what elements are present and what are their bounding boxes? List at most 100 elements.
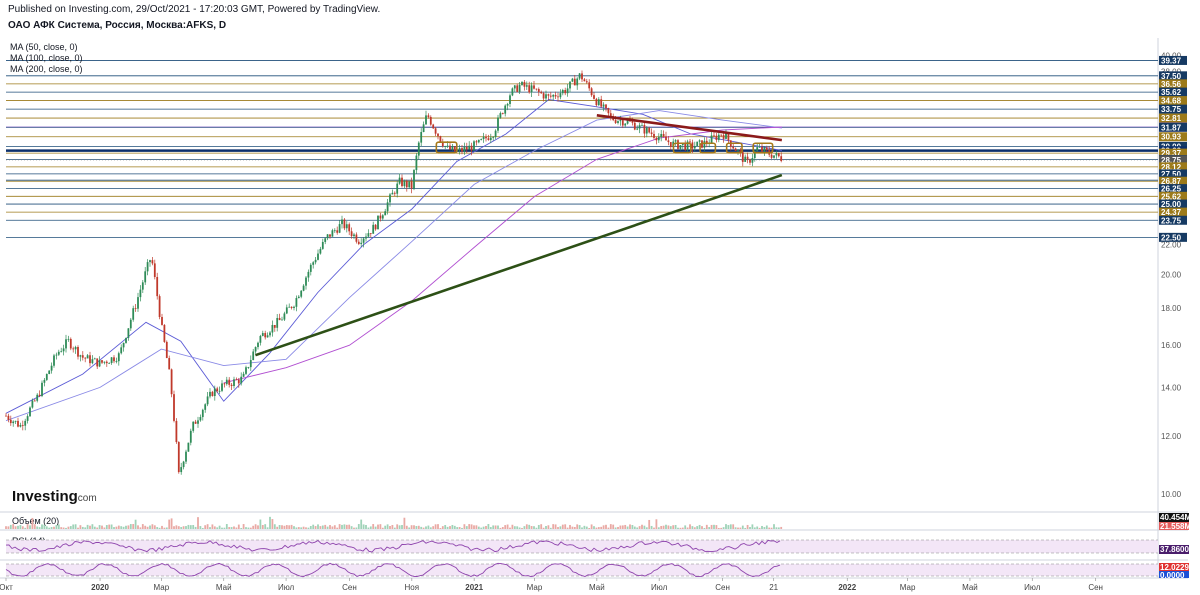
candle-body bbox=[763, 147, 766, 152]
volume-bar bbox=[427, 525, 430, 529]
candle-body bbox=[254, 347, 257, 352]
ma200-line bbox=[223, 126, 782, 384]
level-badge bbox=[1159, 176, 1187, 186]
volume-bar bbox=[545, 526, 547, 529]
volume-bar bbox=[410, 525, 413, 529]
candle-body bbox=[504, 105, 507, 114]
candle-body bbox=[125, 337, 127, 343]
volume-bar bbox=[468, 524, 471, 529]
candle-body bbox=[333, 230, 336, 232]
volume-ma-badge bbox=[1159, 522, 1189, 530]
candle-body bbox=[573, 78, 576, 86]
volume-bar bbox=[624, 524, 627, 529]
candle-body bbox=[271, 324, 274, 333]
volume-bar bbox=[768, 527, 771, 529]
level-badge bbox=[1159, 169, 1187, 179]
candle-body bbox=[192, 421, 195, 431]
candle-body bbox=[321, 241, 324, 249]
volume-bar bbox=[151, 524, 154, 529]
volume-bar bbox=[621, 525, 624, 529]
level-badge bbox=[1159, 155, 1187, 165]
candle-body bbox=[74, 346, 77, 350]
candle-body bbox=[749, 159, 751, 163]
rsi-band bbox=[6, 540, 1158, 553]
volume-bar bbox=[245, 527, 247, 529]
candle-body bbox=[161, 316, 163, 325]
volume-bar bbox=[727, 525, 730, 529]
candle-body bbox=[353, 234, 355, 237]
x-tick-label: 21 bbox=[769, 583, 778, 592]
volume-bar bbox=[105, 525, 108, 529]
volume-bar bbox=[9, 524, 12, 529]
volume-bar bbox=[528, 524, 531, 529]
candle-body bbox=[775, 153, 778, 156]
y-tick-label: 20.00 bbox=[1161, 271, 1182, 280]
candle-body bbox=[278, 318, 281, 321]
candle-body bbox=[122, 342, 125, 348]
candle-body bbox=[624, 123, 627, 126]
candle-body bbox=[583, 79, 586, 82]
candle-body bbox=[753, 150, 756, 158]
candle-body bbox=[108, 363, 111, 364]
candle-body bbox=[434, 128, 437, 134]
volume-bar bbox=[533, 526, 535, 529]
candle-body bbox=[93, 358, 96, 360]
candle-body bbox=[199, 417, 202, 421]
candle-body bbox=[297, 296, 300, 299]
candle-body bbox=[545, 94, 547, 99]
candle-body bbox=[482, 136, 485, 140]
volume-bar bbox=[741, 525, 744, 529]
candle-body bbox=[206, 396, 209, 405]
volume-bar bbox=[641, 524, 643, 529]
candle-body bbox=[425, 115, 427, 125]
candle-body bbox=[257, 342, 259, 348]
volume-bar bbox=[588, 527, 591, 529]
volume-bar bbox=[115, 526, 118, 529]
candle-body bbox=[621, 120, 624, 126]
volume-bar bbox=[134, 519, 137, 529]
volume-bar bbox=[237, 524, 240, 529]
candle-body bbox=[300, 290, 303, 297]
candle-body bbox=[444, 146, 447, 147]
candle-body bbox=[137, 297, 139, 309]
candle-body bbox=[129, 319, 132, 329]
volume-bar bbox=[108, 524, 111, 529]
volume-bar bbox=[285, 525, 288, 529]
candle-body bbox=[391, 192, 394, 195]
highlight-boxes bbox=[435, 141, 774, 154]
candle-body bbox=[14, 420, 17, 422]
consolidation-box bbox=[435, 141, 458, 154]
candle-body bbox=[689, 141, 691, 143]
volume-bar bbox=[65, 527, 67, 529]
candle-body bbox=[734, 148, 737, 151]
candle-body bbox=[417, 142, 420, 156]
candle-body bbox=[681, 143, 684, 146]
volume-bar bbox=[218, 525, 221, 529]
candle-body bbox=[141, 282, 144, 290]
volume-bar bbox=[283, 525, 286, 529]
volume-bar bbox=[470, 524, 473, 529]
candle-body bbox=[427, 115, 430, 117]
candle-body bbox=[732, 146, 735, 149]
level-badge bbox=[1159, 232, 1187, 242]
candle-body bbox=[398, 177, 401, 184]
volume-bar bbox=[127, 525, 130, 529]
candle-body bbox=[525, 85, 528, 87]
volume-bar bbox=[379, 524, 382, 529]
candle-body bbox=[648, 127, 651, 133]
candle-body bbox=[134, 308, 137, 310]
candle-body bbox=[643, 124, 646, 134]
candle-body bbox=[485, 136, 487, 139]
volume-bar bbox=[487, 524, 490, 529]
volume-bar bbox=[139, 527, 142, 529]
candle-body bbox=[739, 150, 742, 153]
candle-body bbox=[588, 82, 591, 89]
x-tick-label: 2020 bbox=[91, 583, 109, 592]
candle-body bbox=[357, 241, 360, 244]
candle-body bbox=[283, 313, 286, 320]
volume-bar bbox=[125, 525, 127, 529]
candle-body bbox=[501, 113, 504, 114]
candle-body bbox=[17, 420, 19, 427]
volume-bar bbox=[55, 525, 58, 529]
